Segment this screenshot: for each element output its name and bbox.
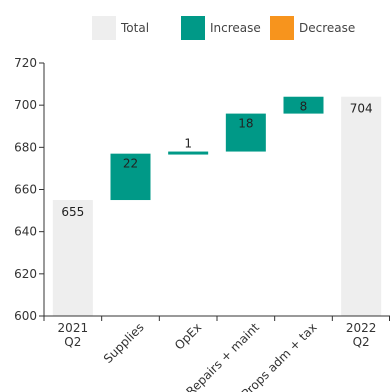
- legend-label-decrease: Decrease: [299, 21, 355, 35]
- x-category-label: Supplies: [101, 320, 147, 366]
- y-tick-label: 620: [14, 267, 37, 281]
- bar-5: [283, 96, 324, 114]
- y-tick-label: 680: [14, 140, 37, 154]
- x-category-label: OpEx: [172, 320, 204, 352]
- legend: Total Increase Decrease: [92, 16, 355, 40]
- legend-swatch-total: [92, 16, 116, 40]
- legend-swatch-decrease: [270, 16, 294, 40]
- data-label-5: 8: [300, 100, 308, 114]
- y-tick-label: 640: [14, 225, 37, 239]
- bar-3: [168, 151, 209, 155]
- bar-2: [110, 153, 151, 201]
- bars: 655 22 1 18 8 704: [52, 96, 382, 316]
- bar-6: [341, 96, 382, 316]
- bar-1: [52, 200, 93, 316]
- y-tick-label: 660: [14, 183, 37, 197]
- legend-label-total: Total: [120, 21, 149, 35]
- legend-swatch-increase: [181, 16, 205, 40]
- data-label-1: 655: [61, 205, 84, 219]
- data-label-2: 22: [123, 157, 138, 171]
- x-category-label: 2022 Q2: [346, 321, 377, 349]
- x-category-label: 2021 Q2: [58, 321, 89, 349]
- y-tick-label: 700: [14, 98, 37, 112]
- data-label-3: 1: [184, 137, 192, 151]
- y-axis: 600 620 640 660 680 700 720: [14, 56, 45, 323]
- y-tick-label: 720: [14, 56, 37, 70]
- legend-label-increase: Increase: [210, 21, 261, 35]
- data-label-6: 704: [350, 102, 373, 116]
- bar-4: [225, 113, 266, 152]
- data-label-4: 18: [238, 117, 253, 131]
- y-tick-label: 600: [14, 309, 37, 323]
